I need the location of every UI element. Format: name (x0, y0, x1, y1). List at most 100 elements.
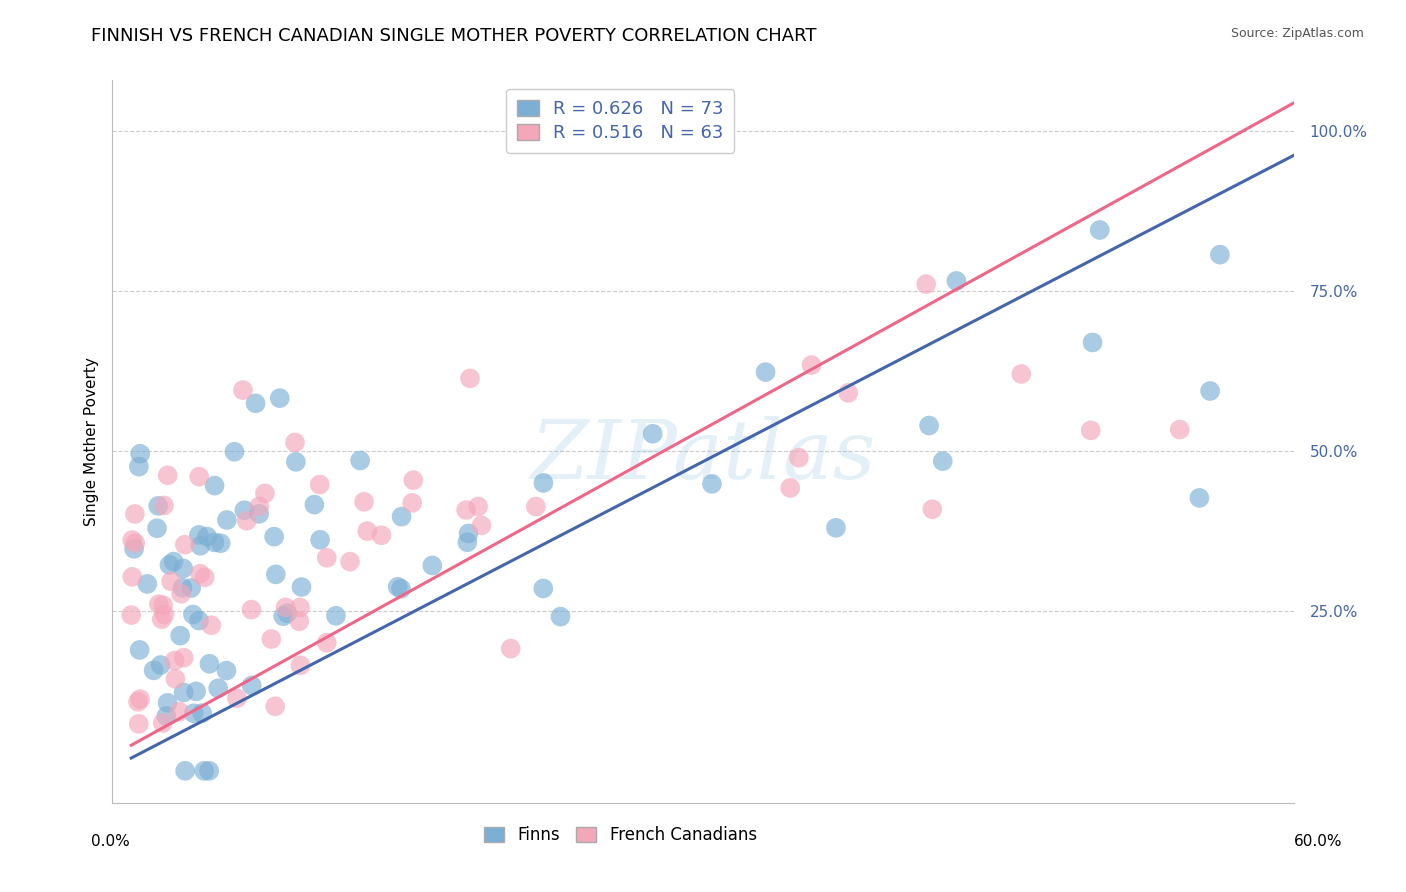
Point (387, 580, 409, 594)
Point (787, 450, 810, 465)
Point (215, 664, 238, 678)
Point (173, 685, 195, 699)
Text: FINNISH VS FRENCH CANADIAN SINGLE MOTHER POVERTY CORRELATION CHART: FINNISH VS FRENCH CANADIAN SINGLE MOTHER… (91, 27, 817, 45)
Point (402, 473, 425, 487)
Point (128, 459, 150, 474)
Point (353, 495, 375, 509)
Point (188, 469, 211, 483)
Point (180, 581, 202, 595)
Point (1081, 335, 1104, 350)
Point (240, 602, 263, 616)
Point (456, 535, 478, 549)
Point (325, 608, 347, 623)
Point (162, 555, 184, 569)
Point (276, 606, 298, 620)
Point (173, 650, 195, 665)
Point (269, 391, 291, 405)
Point (156, 696, 179, 710)
Point (159, 558, 181, 572)
Point (142, 663, 165, 677)
Point (1209, 248, 1232, 262)
Point (288, 600, 311, 615)
Point (921, 502, 943, 516)
Point (121, 533, 143, 547)
Point (755, 365, 778, 379)
Point (172, 581, 194, 595)
Point (127, 695, 149, 709)
Point (200, 618, 222, 632)
Point (284, 455, 307, 469)
Point (195, 530, 218, 544)
Point (1188, 491, 1211, 505)
Point (264, 567, 287, 582)
Point (247, 507, 270, 521)
Point (356, 524, 378, 538)
Text: ZIPatlas: ZIPatlas (530, 416, 876, 496)
Point (779, 481, 801, 495)
Point (837, 385, 859, 400)
Point (263, 530, 285, 544)
Point (458, 371, 481, 385)
Point (194, 570, 217, 584)
Point (240, 679, 263, 693)
Point (918, 418, 941, 433)
Point (124, 507, 146, 521)
Point (215, 513, 238, 527)
Point (129, 447, 152, 461)
Point (456, 503, 478, 517)
Point (315, 635, 337, 649)
Point (136, 577, 159, 591)
Point (389, 582, 412, 596)
Point (391, 509, 413, 524)
Point (124, 536, 146, 550)
Point (945, 274, 967, 288)
Point (121, 570, 143, 584)
Point (128, 643, 150, 657)
Point (531, 475, 554, 490)
Point (825, 521, 848, 535)
Point (641, 426, 664, 441)
Point (470, 518, 492, 533)
Point (309, 533, 332, 547)
Point (183, 706, 205, 721)
Y-axis label: Single Mother Poverty: Single Mother Poverty (83, 357, 98, 526)
Point (191, 706, 214, 720)
Point (169, 629, 191, 643)
Point (274, 600, 297, 615)
Point (1010, 367, 1032, 381)
Point (247, 500, 270, 514)
Point (155, 709, 177, 723)
Point (264, 699, 287, 714)
Point (467, 500, 489, 514)
Point (156, 468, 179, 483)
Text: Source: ZipAtlas.com: Source: ZipAtlas.com (1230, 27, 1364, 40)
Point (188, 614, 211, 628)
Point (915, 277, 938, 291)
Point (304, 498, 326, 512)
Point (209, 536, 232, 550)
Point (188, 566, 211, 581)
Point (339, 555, 361, 569)
Point (700, 476, 723, 491)
Point (225, 691, 247, 706)
Point (204, 478, 226, 492)
Point (204, 535, 226, 549)
Legend: Finns, French Canadians: Finns, French Canadians (475, 818, 765, 852)
Point (457, 526, 479, 541)
Point (128, 717, 150, 731)
Point (315, 550, 337, 565)
Point (173, 538, 195, 552)
Point (271, 609, 294, 624)
Point (349, 453, 371, 467)
Point (193, 764, 215, 778)
Point (146, 521, 169, 535)
Point (235, 514, 257, 528)
Point (224, 444, 246, 458)
Point (1080, 423, 1102, 437)
Point (120, 608, 142, 623)
Point (152, 599, 174, 613)
Point (150, 612, 173, 626)
Point (187, 528, 209, 542)
Point (172, 561, 194, 575)
Point (550, 609, 572, 624)
